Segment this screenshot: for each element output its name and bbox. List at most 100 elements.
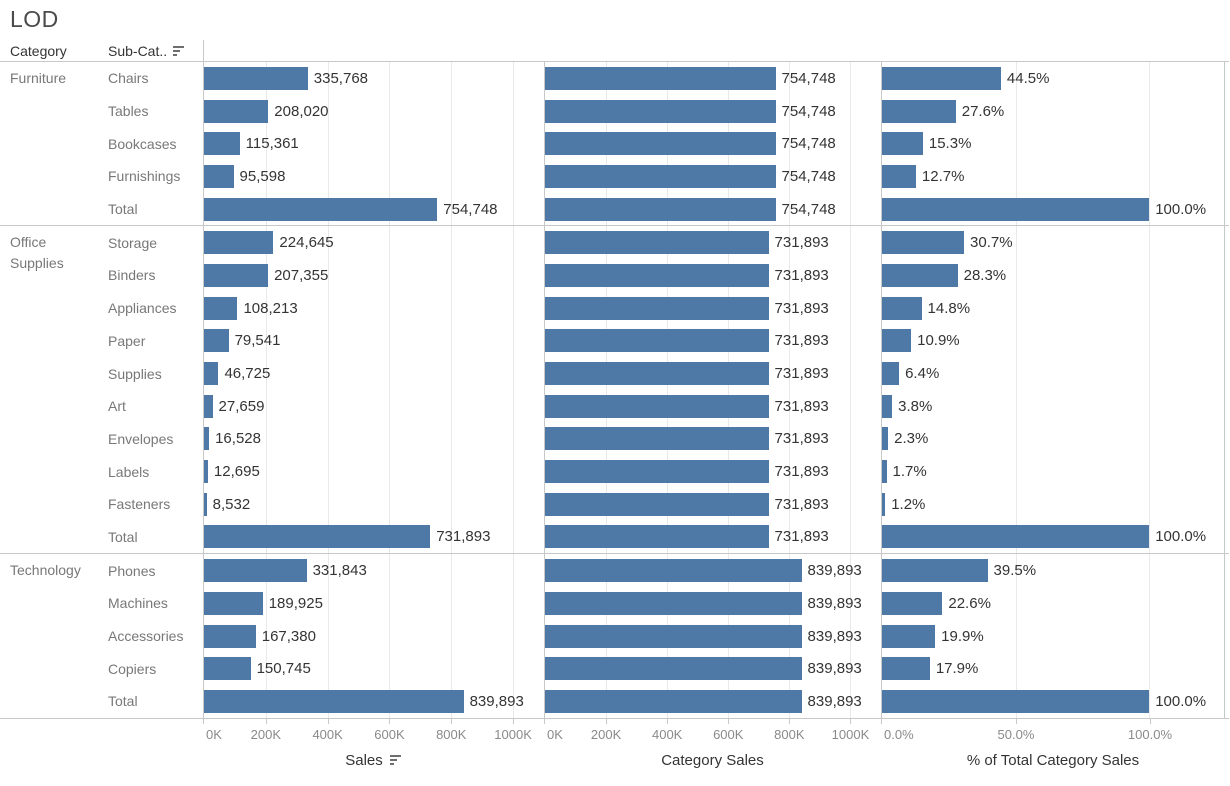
bar-row: 754,748 bbox=[545, 160, 881, 193]
bar[interactable] bbox=[882, 492, 886, 516]
subcategory-label[interactable]: Copiers bbox=[108, 660, 157, 677]
bar[interactable] bbox=[882, 427, 889, 451]
bar[interactable] bbox=[545, 559, 802, 583]
subcategory-label[interactable]: Machines bbox=[108, 595, 168, 612]
bar[interactable] bbox=[545, 657, 802, 681]
bar[interactable] bbox=[204, 296, 238, 320]
bar[interactable] bbox=[204, 329, 229, 353]
subcategory-label[interactable]: Total bbox=[108, 201, 138, 218]
bar[interactable] bbox=[545, 591, 802, 615]
bar[interactable] bbox=[545, 689, 802, 713]
bar[interactable] bbox=[882, 362, 900, 386]
bar[interactable] bbox=[204, 132, 240, 156]
bar[interactable] bbox=[204, 263, 269, 287]
bar[interactable] bbox=[545, 197, 776, 221]
bar[interactable] bbox=[204, 460, 208, 484]
panel-pct: 44.5% 27.6% 15.3% 12.7% 100.0% bbox=[881, 62, 1225, 226]
bar[interactable] bbox=[204, 624, 256, 648]
bar[interactable] bbox=[882, 525, 1150, 549]
subcategory-label[interactable]: Appliances bbox=[108, 300, 177, 317]
subcategory-label[interactable]: Binders bbox=[108, 267, 156, 284]
bar-row: 754,748 bbox=[545, 95, 881, 128]
bar[interactable] bbox=[882, 231, 965, 255]
subcategory-label[interactable]: Paper bbox=[108, 332, 146, 349]
bar[interactable] bbox=[882, 99, 956, 123]
bar-row: 27,659 bbox=[204, 390, 544, 423]
bar[interactable] bbox=[204, 394, 213, 418]
bar[interactable] bbox=[204, 591, 263, 615]
axis-tick-mark bbox=[789, 718, 791, 724]
column-header-category[interactable]: Category bbox=[10, 42, 67, 59]
subcategory-label[interactable]: Supplies bbox=[108, 365, 162, 382]
subcategory-label[interactable]: Accessories bbox=[108, 628, 184, 645]
bar[interactable] bbox=[545, 394, 769, 418]
axis-tick-mark bbox=[203, 718, 204, 724]
bar-value-label: 731,893 bbox=[774, 430, 829, 448]
subcategory-label[interactable]: Total bbox=[108, 693, 138, 710]
subcategory-label[interactable]: Storage bbox=[108, 234, 158, 251]
bar[interactable] bbox=[882, 197, 1150, 221]
bar[interactable] bbox=[545, 263, 769, 287]
bar[interactable] bbox=[545, 132, 776, 156]
axis-tick-label: 0.0% bbox=[884, 726, 914, 742]
bar[interactable] bbox=[204, 689, 464, 713]
bar[interactable] bbox=[545, 66, 776, 90]
bar-row: 1.2% bbox=[882, 488, 1224, 521]
bar[interactable] bbox=[882, 624, 936, 648]
bar[interactable] bbox=[882, 591, 943, 615]
bar[interactable] bbox=[204, 197, 438, 221]
bar[interactable] bbox=[882, 329, 912, 353]
bar[interactable] bbox=[882, 66, 1001, 90]
bar[interactable] bbox=[545, 427, 769, 451]
bar[interactable] bbox=[204, 164, 234, 188]
bar[interactable] bbox=[882, 164, 916, 188]
bar-row: 150,745 bbox=[204, 652, 544, 685]
bar[interactable] bbox=[204, 559, 307, 583]
bar[interactable] bbox=[545, 231, 769, 255]
bar[interactable] bbox=[204, 492, 207, 516]
category-label[interactable]: Furniture bbox=[10, 70, 67, 86]
bar[interactable] bbox=[204, 657, 251, 681]
bar[interactable] bbox=[882, 559, 988, 583]
subcategory-label[interactable]: Phones bbox=[108, 562, 156, 579]
bar[interactable] bbox=[204, 362, 219, 386]
axis-tick-label: 0K bbox=[206, 726, 222, 742]
column-header-subcategory[interactable]: Sub-Cat.. bbox=[105, 40, 203, 61]
bar[interactable] bbox=[545, 164, 776, 188]
bar[interactable] bbox=[545, 99, 776, 123]
bar[interactable] bbox=[882, 132, 923, 156]
bar[interactable] bbox=[545, 362, 769, 386]
bar[interactable] bbox=[545, 525, 769, 549]
subcategory-label[interactable]: Furnishings bbox=[108, 168, 181, 185]
bar[interactable] bbox=[882, 296, 922, 320]
subcategory-label[interactable]: Bookcases bbox=[108, 135, 177, 152]
bar-value-label: 731,893 bbox=[774, 397, 829, 415]
bar[interactable] bbox=[545, 492, 769, 516]
bar[interactable] bbox=[204, 66, 308, 90]
bar-value-label: 100.0% bbox=[1155, 200, 1207, 218]
bar[interactable] bbox=[204, 99, 269, 123]
subcategory-label[interactable]: Chairs bbox=[108, 70, 149, 87]
bar[interactable] bbox=[882, 394, 893, 418]
bar[interactable] bbox=[882, 263, 958, 287]
category-label[interactable]: Technology bbox=[10, 562, 81, 579]
category-label[interactable]: Office Supplies bbox=[10, 234, 64, 272]
sort-descending-icon[interactable] bbox=[173, 43, 185, 59]
subcategory-label[interactable]: Labels bbox=[108, 463, 150, 480]
subcategory-label[interactable]: Art bbox=[108, 398, 126, 415]
bar[interactable] bbox=[545, 460, 769, 484]
bar[interactable] bbox=[545, 296, 769, 320]
bar[interactable] bbox=[882, 689, 1150, 713]
bar[interactable] bbox=[545, 329, 769, 353]
bar[interactable] bbox=[204, 231, 274, 255]
sort-descending-icon[interactable] bbox=[389, 752, 402, 769]
subcategory-label[interactable]: Total bbox=[108, 528, 138, 545]
subcategory-label[interactable]: Tables bbox=[108, 103, 149, 120]
bar[interactable] bbox=[882, 460, 887, 484]
bar[interactable] bbox=[545, 624, 802, 648]
bar[interactable] bbox=[204, 525, 431, 549]
subcategory-label[interactable]: Fasteners bbox=[108, 496, 171, 513]
subcategory-label[interactable]: Envelopes bbox=[108, 430, 174, 447]
bar[interactable] bbox=[204, 427, 210, 451]
bar[interactable] bbox=[882, 657, 930, 681]
